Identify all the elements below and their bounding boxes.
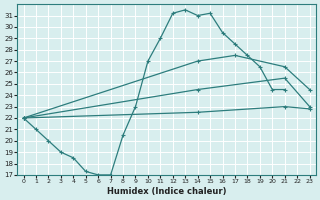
- X-axis label: Humidex (Indice chaleur): Humidex (Indice chaleur): [107, 187, 226, 196]
